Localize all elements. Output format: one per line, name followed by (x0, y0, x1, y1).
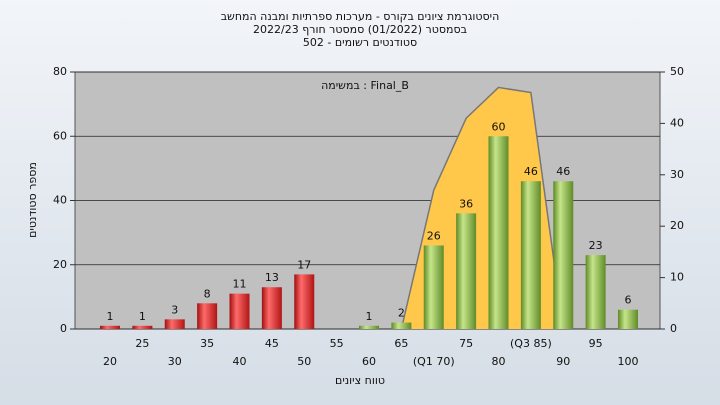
x-tick-label: 95 (589, 337, 603, 350)
x-tick-label: 55 (330, 337, 344, 350)
y-tick-label: 0 (60, 322, 67, 335)
value-label: 6 (625, 294, 632, 307)
y-tick-label: 60 (53, 129, 67, 142)
x-tick-label: 90 (556, 355, 570, 368)
bar (391, 322, 412, 329)
bar (261, 287, 282, 329)
value-label: 8 (204, 287, 211, 300)
value-label: 1 (139, 310, 146, 323)
y-tick-label: 20 (53, 258, 67, 271)
x-tick-label: 20 (103, 355, 117, 368)
title-line: סטודנטים רשומים - 502 (303, 36, 417, 49)
annotation: Final_B : במשימה (321, 79, 409, 92)
value-label: 36 (459, 197, 473, 210)
bar (294, 274, 315, 329)
bar (456, 213, 477, 329)
bar (164, 319, 185, 329)
y-axis-label: מספר סטודנטים (26, 162, 39, 238)
bar (488, 136, 509, 329)
x-tick-label: 40 (233, 355, 247, 368)
x-tick-label: 50 (297, 355, 311, 368)
x-tick-label: (Q1 70) (413, 355, 455, 368)
bar (585, 255, 606, 329)
value-label: 2 (398, 307, 405, 320)
x-tick-label: (Q3 85) (510, 337, 552, 350)
x-tick-label: 45 (265, 337, 279, 350)
value-label: 1 (366, 310, 373, 323)
bar (423, 245, 444, 329)
y2-tick-label: 50 (670, 65, 684, 78)
area-line (400, 86, 564, 330)
value-label: 46 (524, 165, 538, 178)
y2-tick-label: 10 (670, 271, 684, 284)
value-label: 46 (556, 165, 570, 178)
value-label: 26 (427, 229, 441, 242)
bar (229, 293, 250, 329)
value-label: 17 (297, 258, 311, 271)
bar (197, 303, 218, 329)
y-tick-label: 40 (53, 194, 67, 207)
title-line: בסמסטר (01/2022) סמסטר חורף 2022/23 (253, 23, 467, 36)
bar (553, 181, 574, 329)
x-tick-label: 30 (168, 355, 182, 368)
x-tick-label: 60 (362, 355, 376, 368)
y2-tick-label: 20 (670, 219, 684, 232)
y-tick-label: 80 (53, 65, 67, 78)
bar (100, 325, 120, 329)
y2-tick-label: 40 (670, 116, 684, 129)
value-label: 13 (265, 271, 279, 284)
bar (520, 181, 541, 329)
bar (618, 309, 638, 329)
y2-tick-label: 30 (670, 168, 684, 181)
x-tick-label: 65 (394, 337, 408, 350)
x-tick-label: 25 (135, 337, 149, 350)
value-label: 11 (233, 278, 247, 291)
x-axis-label: טווח ציונים (335, 374, 385, 387)
x-tick-label: 100 (618, 355, 639, 368)
x-tick-label: 80 (492, 355, 506, 368)
title-line: היסטוגרמת ציונים בקורס - מערכות ספרתיות … (221, 10, 500, 23)
value-label: 1 (107, 310, 114, 323)
x-tick-label: 75 (459, 337, 473, 350)
value-label: 23 (589, 239, 603, 252)
value-label: 3 (171, 303, 178, 316)
x-tick-label: 35 (200, 337, 214, 350)
bar (132, 325, 153, 329)
bar (359, 325, 379, 329)
value-label: 60 (492, 120, 506, 133)
y2-tick-label: 0 (670, 322, 677, 335)
